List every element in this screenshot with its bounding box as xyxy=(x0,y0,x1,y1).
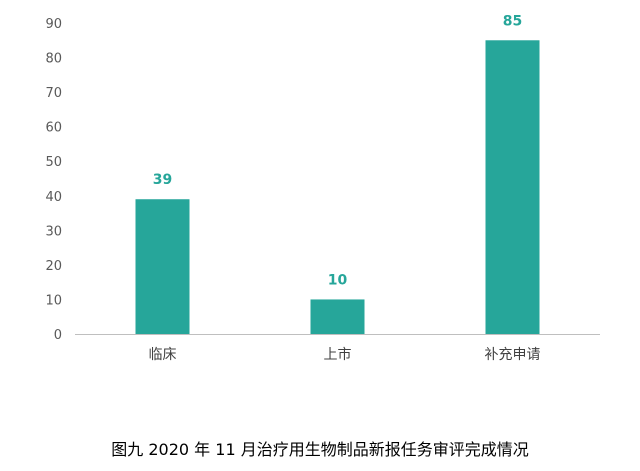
y-axis-ticks: 0 10 20 30 40 50 60 70 80 90 xyxy=(45,17,62,343)
y-tick-label: 0 xyxy=(54,328,62,343)
bars xyxy=(135,40,540,335)
y-tick-label: 20 xyxy=(45,259,62,274)
y-tick-label: 60 xyxy=(45,121,62,136)
data-label: 85 xyxy=(503,13,522,29)
y-tick-label: 30 xyxy=(45,224,62,239)
bar-chart: 0 10 20 30 40 50 60 70 80 90 39 10 85 临床 上市 补充申请 xyxy=(45,13,600,363)
data-label: 10 xyxy=(328,272,348,288)
y-tick-label: 70 xyxy=(45,86,62,101)
bar xyxy=(485,40,540,335)
data-label: 39 xyxy=(153,172,172,188)
category-label: 补充申请 xyxy=(485,347,541,363)
y-tick-label: 50 xyxy=(45,155,62,170)
y-tick-label: 80 xyxy=(45,52,62,67)
bar xyxy=(135,199,190,334)
data-labels: 39 10 85 xyxy=(153,13,522,288)
y-tick-label: 40 xyxy=(45,190,62,205)
figure-caption: 图九 2020 年 11 月治疗用生物制品新报任务审评完成情况 xyxy=(111,440,529,459)
category-label: 上市 xyxy=(324,346,352,363)
y-tick-label: 90 xyxy=(45,17,62,32)
category-label: 临床 xyxy=(149,347,177,363)
y-tick-label: 10 xyxy=(45,293,62,308)
category-labels: 临床 上市 补充申请 xyxy=(149,346,541,363)
bar xyxy=(310,299,365,334)
